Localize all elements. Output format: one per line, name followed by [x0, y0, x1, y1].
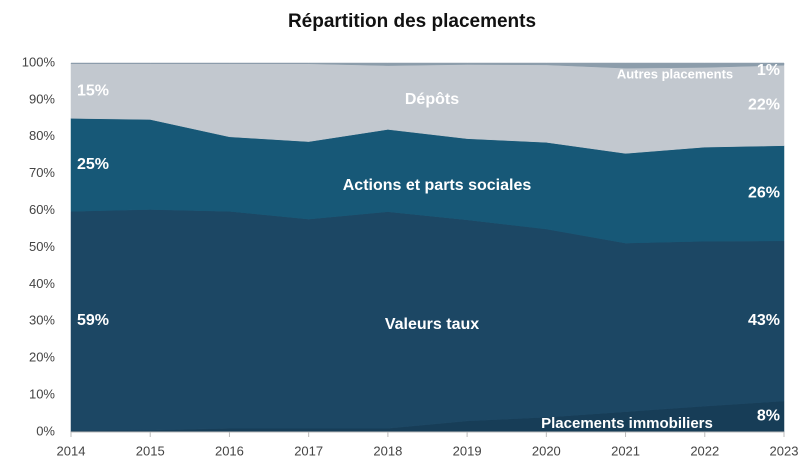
x-tick-label: 2017: [294, 443, 323, 458]
data-label: 59%: [77, 312, 109, 329]
y-tick-label: 70%: [29, 165, 55, 180]
data-label: 26%: [748, 184, 780, 201]
data-label: 22%: [748, 97, 780, 114]
x-tick-label: 2020: [532, 443, 561, 458]
x-tick-label: 2018: [373, 443, 402, 458]
x-tick-label: 2023: [770, 443, 799, 458]
x-tick-label: 2022: [690, 443, 719, 458]
y-tick-label: 40%: [29, 276, 55, 291]
data-label: 43%: [748, 312, 780, 329]
x-tick-label: 2019: [453, 443, 482, 458]
data-label: 1%: [757, 62, 780, 79]
y-tick-label: 100%: [22, 54, 56, 69]
series-label: Actions et parts sociales: [343, 177, 532, 194]
series-label: Autres placements: [617, 66, 733, 81]
data-label: 15%: [77, 82, 109, 99]
y-tick-label: 90%: [29, 91, 55, 106]
y-tick-label: 0%: [36, 423, 55, 438]
y-tick-label: 60%: [29, 202, 55, 217]
x-tick-label: 2021: [611, 443, 640, 458]
series-label: Placements immobiliers: [541, 415, 713, 432]
y-tick-label: 50%: [29, 239, 55, 254]
y-tick-label: 30%: [29, 313, 55, 328]
series-label: Dépôts: [405, 91, 459, 108]
data-label: 25%: [77, 156, 109, 173]
area: [70, 62, 785, 69]
chart-title: Répartition des placements: [288, 11, 536, 32]
y-tick-label: 20%: [29, 350, 55, 365]
y-tick-label: 80%: [29, 128, 55, 143]
x-tick-label: 2014: [57, 443, 86, 458]
series-label: Valeurs taux: [385, 316, 479, 333]
data-label: 8%: [757, 408, 780, 425]
y-tick-label: 10%: [29, 387, 55, 402]
x-tick-label: 2015: [136, 443, 165, 458]
x-tick-label: 2016: [215, 443, 244, 458]
